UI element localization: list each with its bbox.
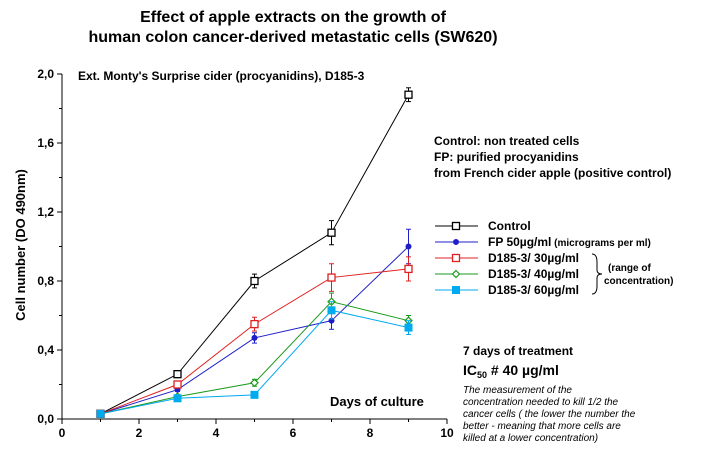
data-point [327, 273, 336, 282]
x-tick-label: 6 [290, 426, 297, 440]
data-point [327, 228, 336, 237]
range-note-line2: concentration) [604, 276, 673, 287]
legend-marker [452, 286, 460, 294]
note-explanation-line: cancer cells ( the lower the number the [463, 409, 636, 420]
note-explanation-line: better - meaning that more cells are [463, 421, 621, 432]
note-control-line2: FP: purified procyanidins [434, 150, 579, 164]
data-point [250, 390, 259, 399]
x-tick-label: 2 [136, 426, 143, 440]
legend-label: D185-3/ 60µg/ml [488, 283, 579, 297]
chart-title-line2: human colon cancer-derived metastatic ce… [88, 29, 497, 46]
y-tick-label: 0,0 [37, 412, 54, 426]
legend-item-3: D185-3/ 40µg/ml [435, 267, 579, 281]
legend-label: D185-3/ 30µg/ml [488, 251, 579, 265]
legend-item-2: D185-3/ 30µg/ml [435, 251, 579, 265]
data-point [250, 276, 259, 286]
range-note-line1: (range of [608, 263, 651, 274]
x-tick-label: 0 [59, 426, 66, 440]
data-point [250, 378, 259, 388]
note-explanation-line: The measurement of the [463, 385, 572, 396]
x-axis-label: Days of culture [330, 394, 424, 409]
series-4 [96, 301, 413, 418]
data-point [251, 334, 258, 341]
legend-item-1: FP 50µg/ml (micrograms per ml) [435, 235, 651, 249]
y-tick-label: 2,0 [37, 67, 54, 81]
plot-area [96, 87, 413, 419]
note-ic50: IC50 # 40 µg/ml [463, 362, 559, 380]
legend-marker [451, 221, 461, 231]
range-brace [591, 253, 603, 295]
y-axis-label: Cell number (DO 490nm) [13, 169, 28, 321]
data-point [404, 264, 413, 274]
note-treatment: 7 days of treatment [463, 344, 573, 358]
y-tick-label: 0,8 [37, 274, 54, 288]
legend-label: Control [488, 219, 531, 233]
y-tick-label: 0,4 [37, 343, 54, 357]
note-explanation-line: concentration needed to kill 1/2 the [463, 397, 619, 408]
legend-marker [451, 269, 461, 279]
note-explanation-line: killed at a lower concentration) [463, 433, 598, 444]
legend-label: FP 50µg/ml (micrograms per ml) [488, 235, 651, 249]
legend-marker [451, 253, 461, 263]
data-point [96, 409, 105, 418]
legend-label: D185-3/ 40µg/ml [488, 267, 579, 281]
data-point [404, 323, 413, 332]
data-point [173, 369, 182, 379]
y-tick-label: 1,6 [37, 136, 54, 150]
legend: Control FP 50µg/ml (micrograms per ml) D18… [435, 219, 673, 297]
legend-item-4: D185-3/ 60µg/ml [435, 283, 579, 297]
data-point [250, 319, 259, 329]
y-tick-label: 1,2 [37, 205, 54, 219]
x-tick-label: 10 [440, 426, 454, 440]
legend-marker [453, 239, 459, 245]
data-point [173, 380, 182, 389]
x-tick-label: 8 [367, 426, 374, 440]
x-tick-label: 4 [213, 426, 220, 440]
series-0 [96, 87, 413, 418]
data-point [327, 306, 336, 315]
legend-item-0: Control [435, 219, 531, 233]
data-point [173, 394, 182, 403]
chart-title-line1: Effect of apple extracts on the growth o… [140, 9, 446, 26]
data-point [404, 90, 413, 99]
ticks: 0 2 4 6 8 10 0,0 0,4 0,8 1,2 1,6 2,0 [37, 67, 454, 440]
axes [61, 74, 447, 420]
note-control-line3: from French cider apple (positive contro… [434, 166, 671, 180]
note-control-line1: Control: non treated cells [434, 134, 580, 148]
series-line [100, 94, 409, 415]
chart-subtitle: Ext. Monty's Surprise cider (procyanidin… [78, 69, 365, 83]
data-point [405, 243, 412, 250]
